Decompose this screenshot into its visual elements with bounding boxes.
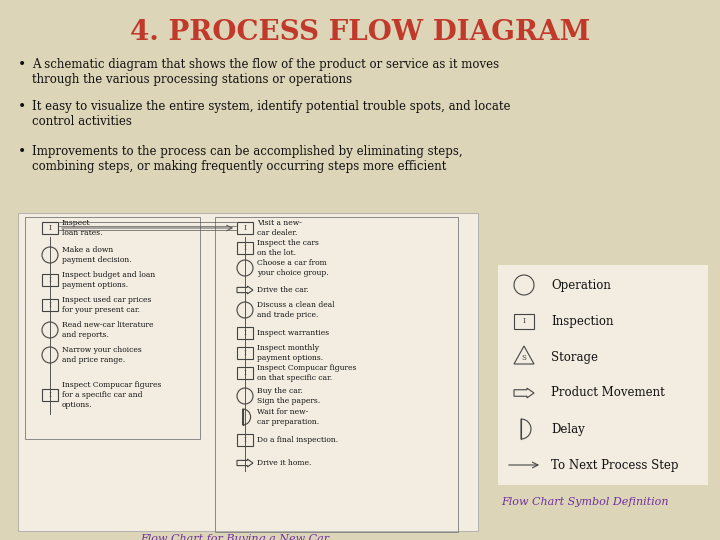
- Text: Inspect Compucar figures
on that specific car.: Inspect Compucar figures on that specifi…: [257, 364, 356, 382]
- Text: Inspection: Inspection: [551, 314, 613, 327]
- Text: Drive the car.: Drive the car.: [257, 286, 309, 294]
- Text: I: I: [243, 329, 246, 337]
- Text: Drive it home.: Drive it home.: [257, 459, 311, 467]
- Bar: [237, 434, 253, 446]
- Text: 4. PROCESS FLOW DIAGRAM: 4. PROCESS FLOW DIAGRAM: [130, 18, 590, 45]
- Text: Delay: Delay: [551, 422, 585, 435]
- Text: Discuss a clean deal
and trade price.: Discuss a clean deal and trade price.: [257, 301, 335, 319]
- Text: I: I: [48, 224, 52, 232]
- Bar: [237, 222, 253, 234]
- Text: S: S: [521, 354, 526, 362]
- Bar: [237, 242, 253, 254]
- Text: Inspect Compucar figures
for a specific car and
options.: Inspect Compucar figures for a specific …: [62, 381, 161, 409]
- Text: •: •: [18, 145, 26, 159]
- Text: •: •: [18, 100, 26, 114]
- Text: •: •: [18, 58, 26, 72]
- Bar: [42, 274, 58, 286]
- Text: Choose a car from
your choice group.: Choose a car from your choice group.: [257, 259, 328, 277]
- Bar: [237, 367, 253, 379]
- Text: To Next Process Step: To Next Process Step: [551, 458, 678, 471]
- Text: Operation: Operation: [551, 279, 611, 292]
- Text: A schematic diagram that shows the flow of the product or service as it moves
th: A schematic diagram that shows the flow …: [32, 58, 499, 86]
- Bar: [514, 314, 534, 328]
- Text: I: I: [243, 349, 246, 357]
- Text: Make a down
payment decision.: Make a down payment decision.: [62, 246, 132, 264]
- Bar: [237, 347, 253, 359]
- Bar: [42, 299, 58, 311]
- FancyBboxPatch shape: [498, 265, 708, 485]
- Text: Visit a new-
car dealer.: Visit a new- car dealer.: [257, 219, 302, 237]
- Text: Storage: Storage: [551, 350, 598, 363]
- Text: Inspect budget and loan
payment options.: Inspect budget and loan payment options.: [62, 271, 156, 289]
- Text: I: I: [48, 301, 52, 309]
- Text: Inspect monthly
payment options.: Inspect monthly payment options.: [257, 344, 323, 362]
- Text: Buy the car.
Sign the papers.: Buy the car. Sign the papers.: [257, 387, 320, 405]
- FancyBboxPatch shape: [18, 213, 478, 531]
- Text: Wait for new-
car preparation.: Wait for new- car preparation.: [257, 408, 319, 426]
- Text: I: I: [243, 224, 246, 232]
- Text: Narrow your choices
and price range.: Narrow your choices and price range.: [62, 346, 142, 364]
- Text: Inspect warranties: Inspect warranties: [257, 329, 329, 337]
- Text: Inspect used car prices
for your present car.: Inspect used car prices for your present…: [62, 296, 151, 314]
- Bar: [42, 389, 58, 401]
- Text: Inspect
loan rates.: Inspect loan rates.: [62, 219, 102, 237]
- Bar: [237, 327, 253, 339]
- Text: I: I: [48, 391, 52, 399]
- Text: I: I: [243, 369, 246, 377]
- Text: Improvements to the process can be accomplished by eliminating steps,
combining : Improvements to the process can be accom…: [32, 145, 463, 173]
- Text: Inspect the cars
on the lot.: Inspect the cars on the lot.: [257, 239, 319, 257]
- Text: It easy to visualize the entire system, identify potential trouble spots, and lo: It easy to visualize the entire system, …: [32, 100, 510, 128]
- Text: Do a final inspection.: Do a final inspection.: [257, 436, 338, 444]
- Text: Product Movement: Product Movement: [551, 387, 665, 400]
- Bar: [42, 222, 58, 234]
- Text: Flow Chart Symbol Definition: Flow Chart Symbol Definition: [501, 497, 668, 507]
- Text: I: I: [243, 244, 246, 252]
- Text: Flow Chart for Buying a New Car: Flow Chart for Buying a New Car: [140, 534, 330, 540]
- Text: Read new-car literature
and reports.: Read new-car literature and reports.: [62, 321, 153, 339]
- Text: I: I: [243, 436, 246, 444]
- Text: I: I: [48, 276, 52, 284]
- Text: I: I: [523, 317, 526, 325]
